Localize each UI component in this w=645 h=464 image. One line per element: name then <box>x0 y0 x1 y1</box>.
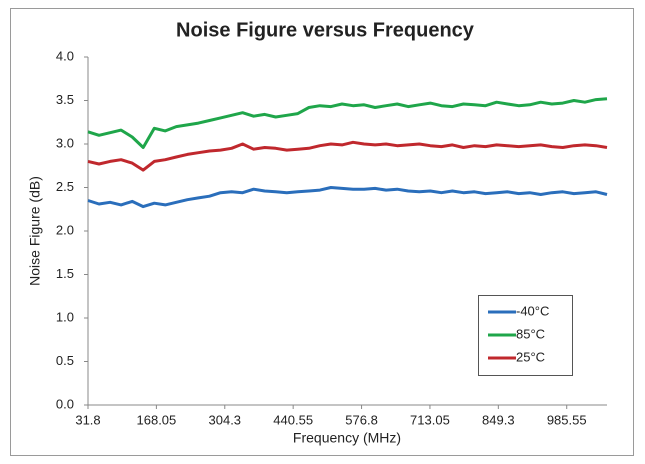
series-line <box>87 186 608 209</box>
legend-label: -40°C <box>516 303 549 318</box>
y-tick-label: 2.0 <box>56 222 74 237</box>
x-tick-label: 849.3 <box>482 412 515 427</box>
series-line <box>87 140 608 172</box>
x-tick-label: 440.55 <box>273 412 313 427</box>
x-tick-label: 304.3 <box>209 412 242 427</box>
x-tick-label: 576.8 <box>345 412 378 427</box>
chart-border <box>10 8 634 456</box>
legend-label: 85°C <box>516 326 545 341</box>
y-tick-label: 3.0 <box>56 135 74 150</box>
x-tick-label: 31.8 <box>75 412 100 427</box>
y-tick-label: 1.5 <box>56 266 74 281</box>
chart-title: Noise Figure versus Frequency <box>176 19 475 41</box>
x-tick-label: 713.05 <box>410 412 450 427</box>
x-axis-title: Frequency (MHz) <box>293 430 401 446</box>
x-tick-label: 168.05 <box>137 412 177 427</box>
x-tick-label: 985.55 <box>547 412 587 427</box>
y-axis-title: Noise Figure (dB) <box>27 176 43 286</box>
y-tick-label: 0.5 <box>56 353 74 368</box>
y-tick-label: 0.0 <box>56 396 74 411</box>
y-tick-label: 1.0 <box>56 309 74 324</box>
legend-label: 25°C <box>516 349 545 364</box>
y-tick-label: 4.0 <box>56 48 74 63</box>
y-tick-label: 2.5 <box>56 179 74 194</box>
y-tick-label: 3.5 <box>56 92 74 107</box>
series-line <box>87 97 608 149</box>
